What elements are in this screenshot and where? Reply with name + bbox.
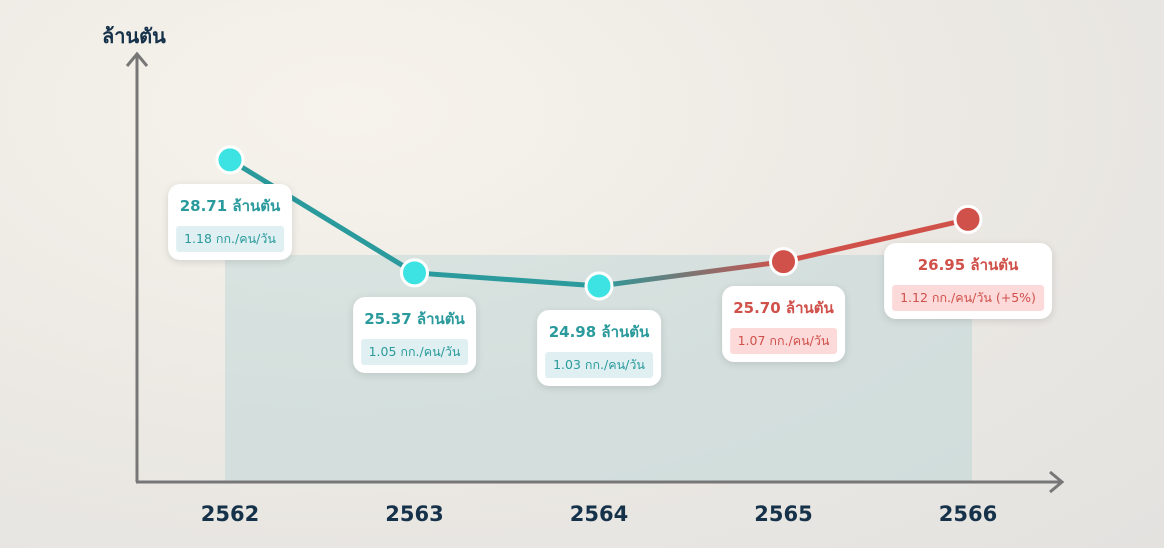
data-point[interactable] [400, 258, 429, 288]
data-label-card: 28.71 ล้านตัน 1.18 กก./คน/วัน [168, 183, 292, 260]
data-label: 25.70 ล้านตัน [733, 298, 834, 317]
data-label: 25.37 ล้านตัน [364, 309, 465, 328]
data-point[interactable] [953, 204, 983, 234]
data-point[interactable] [215, 145, 245, 175]
y-axis-label: ล้านตัน [102, 24, 166, 48]
data-label: 28.71 ล้านตัน [179, 196, 281, 215]
y-axis-arrow [125, 51, 149, 67]
data-label-card: 24.98 ล้านตัน 1.03 กก./คน/วัน [537, 310, 661, 386]
per-capita-label: 1.18 กก./คน/วัน [176, 225, 284, 252]
line-segment [781, 216, 971, 265]
x-tick-label: 2564 [569, 502, 629, 526]
data-point[interactable] [584, 271, 614, 301]
data-label-card: 25.70 ล้านตัน 1.07 กก./คน/วัน [721, 285, 846, 362]
line-segment [596, 259, 786, 289]
line-segment [412, 270, 602, 289]
line-segment [227, 157, 417, 276]
x-tick-label: 2562 [200, 502, 260, 526]
data-point[interactable] [769, 247, 798, 277]
data-label-card: 26.95 ล้านตัน 1.12 กก./คน/วัน (+5%) [884, 243, 1052, 320]
data-label-card: 25.37 ล้านตัน 1.05 กก./คน/วัน [352, 296, 477, 373]
per-capita-label: 1.05 กก./คน/วัน [360, 338, 469, 365]
x-axis-arrow [1049, 470, 1065, 494]
per-capita-label: 1.07 กก./คน/วัน [729, 327, 838, 354]
x-tick-label: 2566 [938, 502, 998, 526]
data-label: 26.95 ล้านตัน [917, 256, 1019, 275]
x-tick-label: 2563 [385, 502, 444, 526]
per-capita-label: 1.03 กก./คน/วัน [545, 352, 653, 378]
x-tick-label: 2565 [754, 502, 813, 526]
data-label: 24.98 ล้านตัน [548, 323, 650, 341]
per-capita-label: 1.12 กก./คน/วัน (+5%) [892, 285, 1044, 312]
